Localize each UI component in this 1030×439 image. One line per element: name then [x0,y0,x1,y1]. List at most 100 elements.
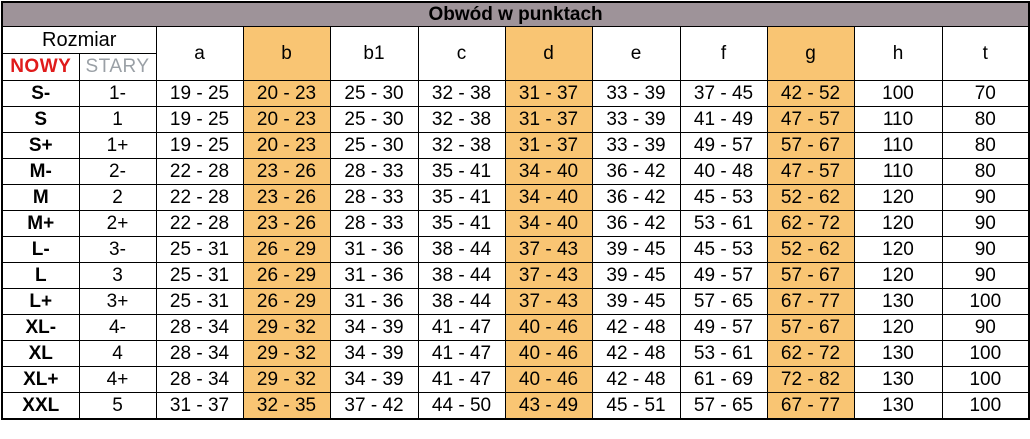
size-new-label: S- [1,80,80,107]
column-header-g: g [766,26,855,81]
cell-b: 29 - 32 [242,366,331,393]
cell-c: 35 - 41 [417,210,506,237]
cell-g: 47 - 57 [766,106,855,133]
column-header-b: b [242,26,331,81]
cell-e: 33 - 39 [591,106,681,133]
cell-b1: 34 - 39 [329,366,419,393]
cell-f: 53 - 61 [679,210,768,237]
column-header-c: c [417,26,506,81]
cell-e: 36 - 42 [591,210,681,237]
cell-b: 23 - 26 [242,210,331,237]
cell-f: 49 - 57 [679,314,768,341]
size-old-label: 5 [78,392,157,420]
size-old-label: 1+ [78,132,157,159]
cell-e: 39 - 45 [591,236,681,263]
cell-b: 23 - 26 [242,184,331,211]
cell-b: 32 - 35 [242,392,331,420]
cell-g: 52 - 62 [766,236,855,263]
cell-g: 47 - 57 [766,158,855,185]
cell-a: 22 - 28 [155,158,244,185]
cell-a: 22 - 28 [155,210,244,237]
cell-d: 34 - 40 [504,158,593,185]
cell-b1: 34 - 39 [329,314,419,341]
cell-b1: 31 - 36 [329,262,419,289]
size-old-label: 2- [78,158,157,185]
cell-f: 37 - 45 [679,80,768,107]
cell-c: 32 - 38 [417,106,506,133]
cell-e: 36 - 42 [591,184,681,211]
cell-t: 90 [941,236,1030,263]
cell-g: 62 - 72 [766,340,855,367]
cell-c: 41 - 47 [417,366,506,393]
table-row: M 2 22 - 28 23 - 26 28 - 33 35 - 41 34 - 40 36 … [1,184,1030,211]
cell-d: 40 - 46 [504,340,593,367]
cell-a: 19 - 25 [155,80,244,107]
size-new-label: L- [1,236,80,263]
cell-a: 31 - 37 [155,392,244,420]
cell-d: 40 - 46 [504,314,593,341]
table-row: XL- 4- 28 - 34 29 - 32 34 - 39 41 - 47 40 - 46… [1,314,1030,341]
size-old-label: 4 [78,340,157,367]
cell-c: 41 - 47 [417,340,506,367]
cell-h: 120 [853,210,943,237]
cell-t: 90 [941,262,1030,289]
cell-h: 130 [853,366,943,393]
cell-g: 57 - 67 [766,314,855,341]
cell-f: 45 - 53 [679,236,768,263]
table-row: L- 3- 25 - 31 26 - 29 31 - 36 38 - 44 37 - 43 3… [1,236,1030,263]
cell-t: 90 [941,210,1030,237]
size-old-label: 3 [78,262,157,289]
cell-t: 70 [941,80,1030,107]
cell-t: 80 [941,132,1030,159]
cell-c: 32 - 38 [417,80,506,107]
cell-t: 80 [941,106,1030,133]
cell-h: 110 [853,106,943,133]
title-row: Obwód w punktach [1,1,1030,27]
cell-b1: 25 - 30 [329,106,419,133]
cell-b1: 34 - 39 [329,340,419,367]
cell-d: 43 - 49 [504,392,593,420]
column-header-b1: b1 [329,26,419,81]
cell-h: 120 [853,236,943,263]
cell-e: 39 - 45 [591,262,681,289]
rozmiar-header: Rozmiar [1,26,157,54]
table-row: S+ 1+ 19 - 25 20 - 23 25 - 30 32 - 38 31 - 37 3… [1,132,1030,159]
cell-a: 22 - 28 [155,184,244,211]
column-header-e: e [591,26,681,81]
cell-e: 36 - 42 [591,158,681,185]
table-row: S 1 19 - 25 20 - 23 25 - 30 32 - 38 31 - 37 33 … [1,106,1030,133]
cell-e: 33 - 39 [591,80,681,107]
cell-b1: 31 - 36 [329,288,419,315]
cell-e: 33 - 39 [591,132,681,159]
table-row: L 3 25 - 31 26 - 29 31 - 36 38 - 44 37 - 43 39 … [1,262,1030,289]
cell-c: 35 - 41 [417,158,506,185]
size-old-label: 2+ [78,210,157,237]
cell-d: 34 - 40 [504,184,593,211]
size-new-label: XXL [1,392,80,420]
size-new-label: XL- [1,314,80,341]
cell-t: 100 [941,366,1030,393]
cell-b: 26 - 29 [242,236,331,263]
size-old-label: 4- [78,314,157,341]
cell-f: 57 - 65 [679,392,768,420]
cell-e: 39 - 45 [591,288,681,315]
table-row: XL+ 4+ 28 - 34 29 - 32 34 - 39 41 - 47 40 - 46… [1,366,1030,393]
size-new-label: XL+ [1,366,80,393]
cell-f: 57 - 65 [679,288,768,315]
size-new-label: M+ [1,210,80,237]
cell-c: 38 - 44 [417,236,506,263]
cell-t: 100 [941,288,1030,315]
cell-f: 41 - 49 [679,106,768,133]
column-header-h: h [853,26,943,81]
cell-c: 32 - 38 [417,132,506,159]
cell-a: 19 - 25 [155,106,244,133]
cell-h: 130 [853,340,943,367]
size-old-label: 4+ [78,366,157,393]
table-row: XXL 5 31 - 37 32 - 35 37 - 42 44 - 50 43 - 49 4… [1,392,1030,420]
cell-t: 100 [941,392,1030,420]
cell-d: 31 - 37 [504,132,593,159]
cell-f: 49 - 57 [679,132,768,159]
cell-d: 37 - 43 [504,236,593,263]
table-row: M+ 2+ 22 - 28 23 - 26 28 - 33 35 - 41 34 - 40 3… [1,210,1030,237]
column-header-row: Rozmiar a b b1 c d e f g h t [1,26,1030,81]
